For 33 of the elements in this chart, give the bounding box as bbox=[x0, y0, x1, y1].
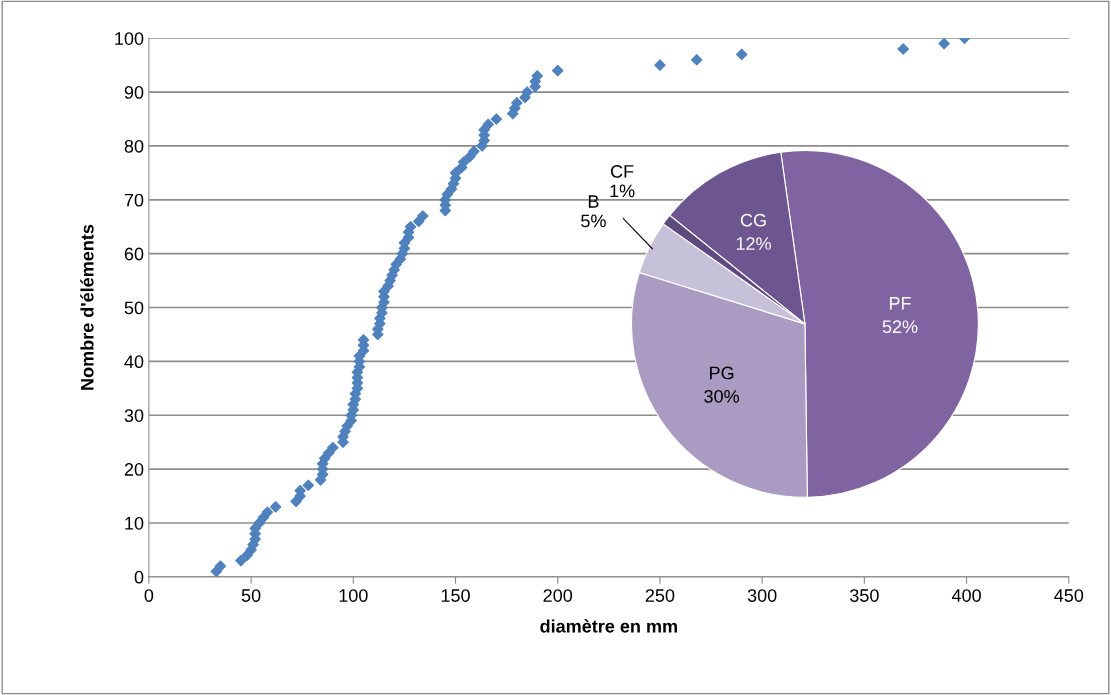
y-tick-label: 0 bbox=[134, 570, 144, 584]
y-tick-label: 90 bbox=[124, 86, 144, 99]
data-label: 30% bbox=[704, 389, 740, 403]
x-tick-label: 450 bbox=[1054, 589, 1084, 602]
y-tick-label: 60 bbox=[124, 247, 144, 261]
x-tick-label: 100 bbox=[339, 589, 368, 602]
y-tick-label: 40 bbox=[124, 355, 144, 369]
x-tick-label: 300 bbox=[747, 589, 777, 602]
slice-label: CG bbox=[740, 213, 766, 227]
data-label: 1% bbox=[610, 184, 635, 198]
y-tick-label: 100 bbox=[115, 32, 144, 45]
x-tick-label: 150 bbox=[441, 589, 470, 602]
slice-label: CF bbox=[610, 165, 634, 178]
x-tick-label: 400 bbox=[951, 589, 981, 602]
y-tick-label: 70 bbox=[124, 193, 144, 207]
x-tick-label: 200 bbox=[543, 589, 573, 602]
x-tick-label: 50 bbox=[241, 589, 261, 602]
data-label: 5% bbox=[581, 214, 606, 228]
y-tick-label: 10 bbox=[125, 516, 144, 530]
data-label: 12% bbox=[736, 237, 771, 250]
data-label: 52% bbox=[882, 320, 918, 334]
y-tick-label: 20 bbox=[124, 463, 144, 476]
y-tick-label: 30 bbox=[124, 409, 144, 422]
slice-label: B bbox=[588, 195, 599, 208]
x-tick-label: 350 bbox=[849, 589, 879, 602]
x-tick-label: 0 bbox=[144, 589, 154, 602]
slice-label: PG bbox=[710, 366, 734, 380]
x-tick-label: 250 bbox=[645, 589, 675, 602]
slice-label: PF bbox=[889, 297, 911, 310]
y-axis-title: Nombre d'éléments bbox=[80, 224, 94, 390]
y-tick-label: 50 bbox=[124, 301, 144, 315]
x-axis-title: diamètre en mm bbox=[540, 619, 677, 633]
y-tick-label: 80 bbox=[124, 139, 144, 153]
